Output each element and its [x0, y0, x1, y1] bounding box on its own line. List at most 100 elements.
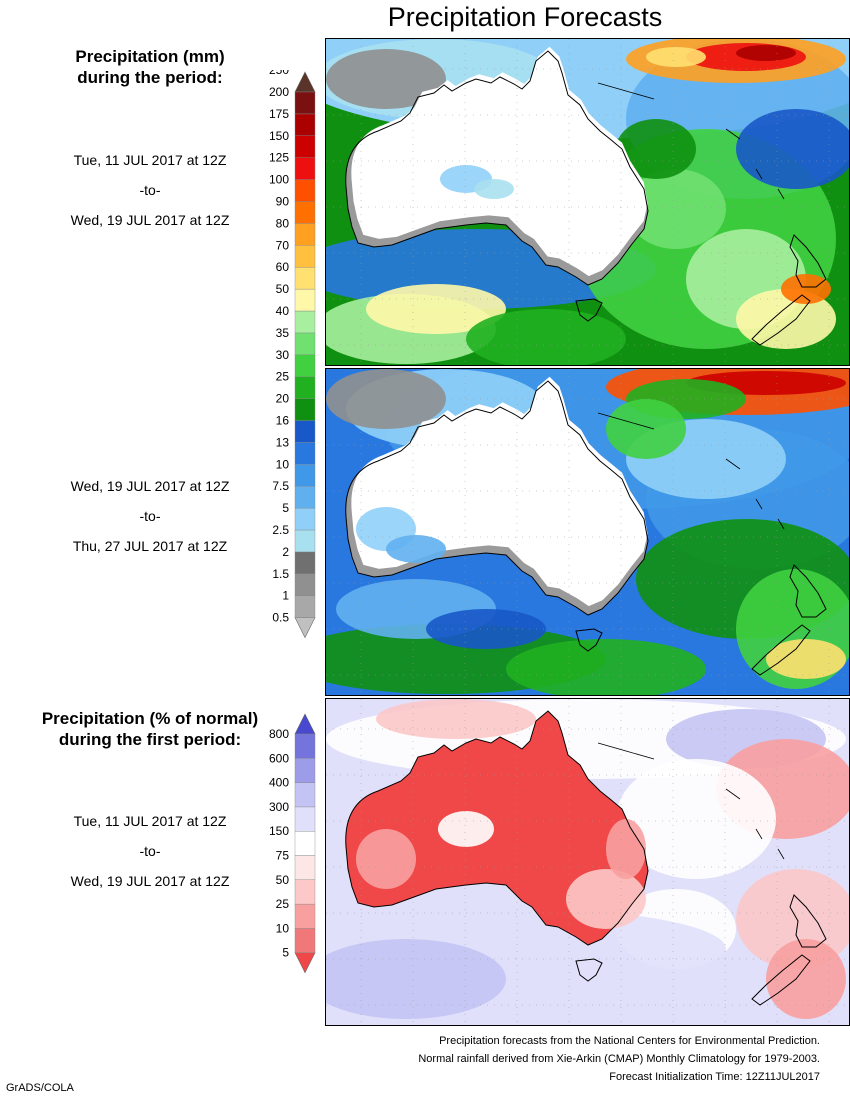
precip-colorbar-swatch — [294, 332, 316, 355]
percent-heading: Precipitation (% of normal) during the f… — [30, 708, 270, 750]
footer-notes: Precipitation forecasts from the Nationa… — [418, 1032, 820, 1086]
field-blob — [326, 49, 446, 109]
period2-end: Thu, 27 JUL 2017 at 12Z — [72, 538, 228, 554]
precip-colorbar-tick-label: 25 — [276, 370, 290, 384]
field-blob — [626, 169, 726, 249]
percent-colorbar: 5 10 25 50 75 150 300 400 600 800 — [269, 713, 316, 974]
precip-colorbar-swatch — [294, 376, 316, 399]
lat-lon-grid — [326, 369, 849, 695]
percent-colorbar-tick-label: 800 — [269, 727, 289, 741]
precip-colorbar-swatch — [294, 245, 316, 268]
field-blob — [466, 309, 626, 365]
percent-colorbar-swatch — [294, 855, 316, 880]
percent-colorbar-tick-label: 75 — [276, 849, 290, 863]
precip-colorbar-tick-label: 2.5 — [272, 523, 289, 537]
precip-colorbar: 0.5 1 1.5 2 2.5 5 7.5 10 13 16 20 25 30 35 40 50 60 70 80 9… — [269, 70, 316, 639]
precip-colorbar-tick-label: 250 — [269, 70, 289, 77]
precip-heading-line2: during the period: — [77, 68, 223, 87]
period2-sep: -to- — [139, 508, 161, 524]
precip-colorbar-swatch — [294, 420, 316, 443]
precip-colorbar-tick-label: 80 — [276, 216, 290, 230]
precip-colorbar-tick-label: 50 — [276, 282, 290, 296]
precip-colorbar-bottom-triangle — [294, 617, 316, 639]
precip-colorbar-swatch — [294, 157, 316, 180]
precip-colorbar-swatch — [294, 442, 316, 465]
field-blob — [386, 535, 446, 563]
precip-colorbar-swatch — [294, 223, 316, 246]
percent-colorbar-tick-label: 25 — [276, 897, 290, 911]
precip-colorbar-tick-label: 5 — [282, 501, 289, 515]
percent-colorbar-swatch — [294, 806, 316, 832]
field-blob — [781, 274, 831, 304]
precip-heading: Precipitation (mm) during the period: — [60, 46, 240, 88]
precip-colorbar-swatch — [294, 354, 316, 377]
precip-colorbar-tick-label: 40 — [276, 304, 290, 318]
grads-credit: GrADS/COLA — [6, 1082, 74, 1094]
field-blob — [766, 939, 846, 1019]
percent-colorbar-swatch — [294, 903, 316, 929]
precip-heading-line1: Precipitation (mm) — [75, 47, 225, 66]
period1-sep: -to- — [139, 182, 161, 198]
map-period1 — [325, 38, 850, 366]
precip-colorbar-swatch — [294, 310, 316, 334]
precip-colorbar-swatch — [294, 529, 316, 553]
percent-colorbar-swatch — [294, 830, 316, 856]
precip-colorbar-swatch — [294, 464, 316, 487]
period1-end: Wed, 19 JUL 2017 at 12Z — [70, 212, 230, 228]
field-blob — [646, 47, 706, 67]
precip-colorbar-tick-label: 200 — [269, 85, 289, 99]
precip-colorbar-tick-label: 125 — [269, 151, 289, 165]
map-percent — [325, 698, 850, 1026]
precip-colorbar-tick-label: 60 — [276, 260, 290, 274]
field-blob — [356, 829, 416, 889]
percent-heading-line2: during the first period: — [58, 730, 242, 749]
precip-colorbar-swatch — [294, 595, 316, 618]
percent-colorbar-tick-label: 5 — [282, 946, 289, 960]
percent-colorbar-tick-label: 50 — [276, 873, 290, 887]
precip-colorbar-tick-label: 30 — [276, 348, 290, 362]
precip-colorbar-swatch — [294, 507, 316, 531]
percent-colorbar-top-triangle — [294, 713, 316, 735]
page-title: Precipitation Forecasts — [387, 2, 663, 32]
precip-colorbar-tick-label: 0.5 — [272, 611, 289, 625]
lat-lon-grid — [326, 699, 849, 1025]
dry-land — [351, 46, 648, 277]
footer-line3: Forecast Initialization Time: 12Z11JUL20… — [609, 1071, 820, 1083]
footer-line1: Precipitation forecasts from the Nationa… — [439, 1035, 820, 1047]
footer-line2: Normal rainfall derived from Xie-Arkin (… — [418, 1053, 820, 1065]
precip-colorbar-tick-label: 2 — [282, 545, 289, 559]
precip-colorbar-swatch — [294, 179, 316, 202]
precip-colorbar-top-triangle — [294, 71, 316, 93]
coastlines — [345, 50, 827, 346]
field-blob — [606, 399, 686, 459]
precip-colorbar-tick-label: 70 — [276, 238, 290, 252]
field-blob — [736, 45, 796, 61]
precip-colorbar-tick-label: 35 — [276, 326, 290, 340]
percent-colorbar-tick-label: 10 — [276, 921, 290, 935]
precip-colorbar-swatch — [294, 135, 316, 158]
field-blob — [736, 289, 836, 349]
percent-colorbar-tick-label: 300 — [269, 800, 289, 814]
precip-colorbar-tick-label: 90 — [276, 195, 290, 209]
percent-colorbar-swatch — [294, 758, 316, 783]
precip-colorbar-tick-label: 16 — [276, 414, 290, 428]
precip-colorbar-swatch — [294, 486, 316, 509]
map-period2 — [325, 368, 850, 696]
field-blob — [616, 119, 696, 179]
field-blob — [606, 819, 646, 879]
percent-period-start: Tue, 11 JUL 2017 at 12Z — [73, 813, 227, 829]
field-blob — [366, 284, 506, 334]
percent-colorbar-bottom-triangle — [294, 952, 316, 974]
field-blob — [616, 759, 776, 879]
coastlines — [345, 710, 827, 1006]
precip-colorbar-tick-label: 100 — [269, 173, 289, 187]
percent-period-sep: -to- — [139, 843, 161, 859]
precip-colorbar-tick-label: 10 — [276, 457, 290, 471]
field-blob — [566, 869, 646, 929]
precip-colorbar-tick-label: 13 — [276, 435, 290, 449]
period1-start: Tue, 11 JUL 2017 at 12Z — [73, 152, 227, 168]
precip-colorbar-swatch — [294, 551, 316, 574]
precip-colorbar-tick-label: 1 — [282, 589, 289, 603]
precip-colorbar-tick-label: 150 — [269, 129, 289, 143]
field-blob — [474, 179, 514, 199]
